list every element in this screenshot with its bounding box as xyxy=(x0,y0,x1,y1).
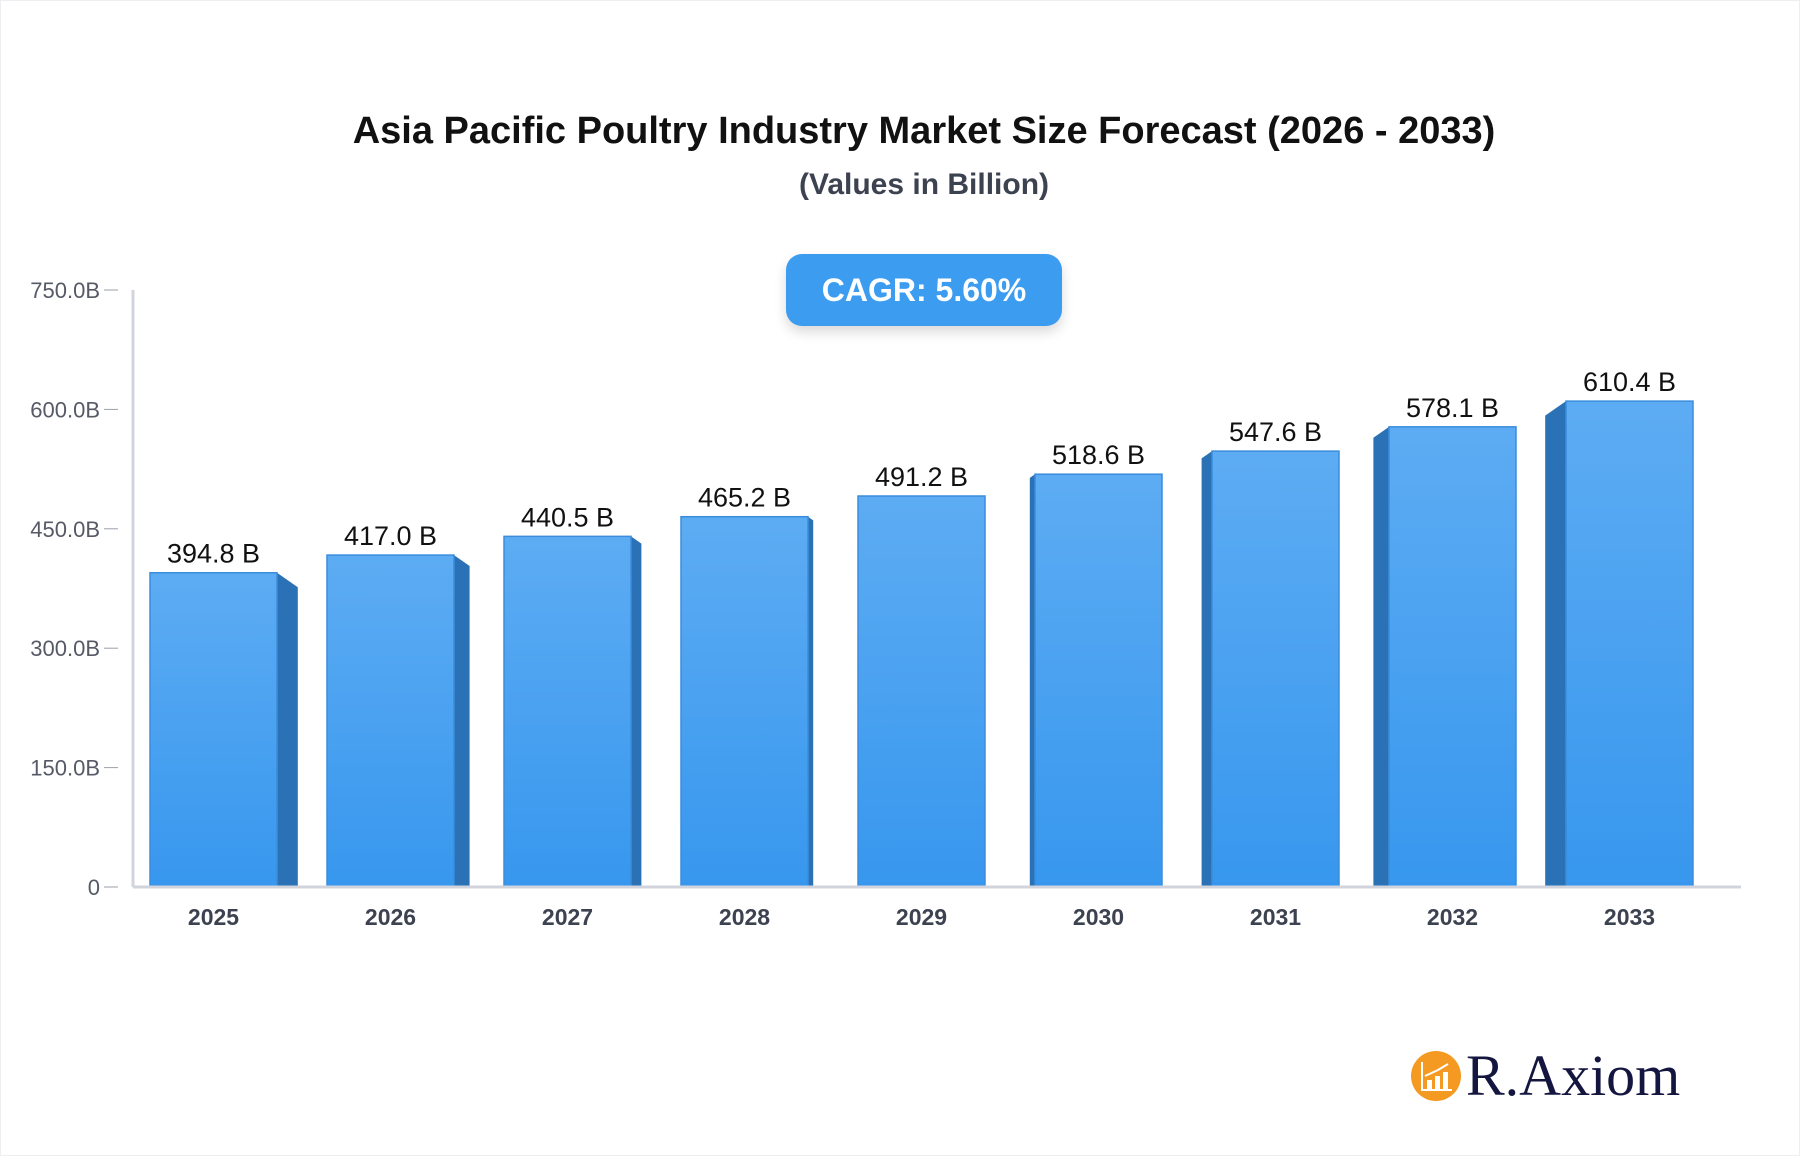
bar-side xyxy=(1545,401,1566,887)
data-label: 465.2 B xyxy=(698,483,791,513)
x-tick-label: 2031 xyxy=(1250,904,1301,930)
x-tick-label: 2029 xyxy=(896,904,947,930)
y-tick-label: 300.0B xyxy=(30,636,100,661)
y-tick-label: 450.0B xyxy=(30,517,100,542)
data-label: 491.2 B xyxy=(875,462,968,492)
bar-side xyxy=(1201,451,1212,887)
bar xyxy=(1388,426,1517,888)
bar-side xyxy=(454,555,470,887)
data-label: 547.6 B xyxy=(1229,417,1322,447)
y-tick-label: 150.0B xyxy=(30,756,100,781)
bar-side xyxy=(1029,474,1035,887)
x-tick-label: 2028 xyxy=(719,904,770,930)
chart-title: Asia Pacific Poultry Industry Market Siz… xyxy=(352,110,1496,152)
bar xyxy=(149,571,278,888)
bar xyxy=(326,554,455,888)
bar xyxy=(1034,473,1163,888)
logo: R.Axiom xyxy=(1410,1042,1680,1109)
bar xyxy=(503,535,632,888)
y-tick-label: 600.0B xyxy=(30,397,100,422)
data-label: 417.0 B xyxy=(344,521,437,551)
chart-subtitle: (Values in Billion) xyxy=(798,168,1050,201)
x-tick-label: 2026 xyxy=(365,904,416,930)
bar-side xyxy=(277,572,298,887)
bar-side xyxy=(808,516,814,887)
bar-side xyxy=(1373,426,1389,887)
bar xyxy=(1211,450,1340,888)
logo-text: R.Axiom xyxy=(1466,1043,1681,1108)
bar xyxy=(857,495,986,888)
x-tick-label: 2025 xyxy=(188,904,239,930)
bar xyxy=(1565,400,1694,888)
x-tick-label: 2027 xyxy=(542,904,593,930)
x-tick-label: 2032 xyxy=(1427,904,1478,930)
data-label: 578.1 B xyxy=(1406,393,1499,423)
logo-chart-icon xyxy=(1411,1050,1461,1101)
x-tick-label: 2030 xyxy=(1073,904,1124,930)
data-label: 440.5 B xyxy=(521,502,614,532)
bar-side xyxy=(631,536,642,887)
data-label: 394.8 B xyxy=(167,539,260,569)
bar xyxy=(680,515,809,888)
y-tick-label: 0 xyxy=(88,875,100,900)
cagr-badge: CAGR: 5.60% xyxy=(786,254,1062,326)
data-label: 518.6 B xyxy=(1052,440,1145,470)
y-tick-label: 750.0B xyxy=(30,278,100,303)
x-tick-label: 2033 xyxy=(1604,904,1655,930)
data-label: 610.4 B xyxy=(1583,367,1676,397)
